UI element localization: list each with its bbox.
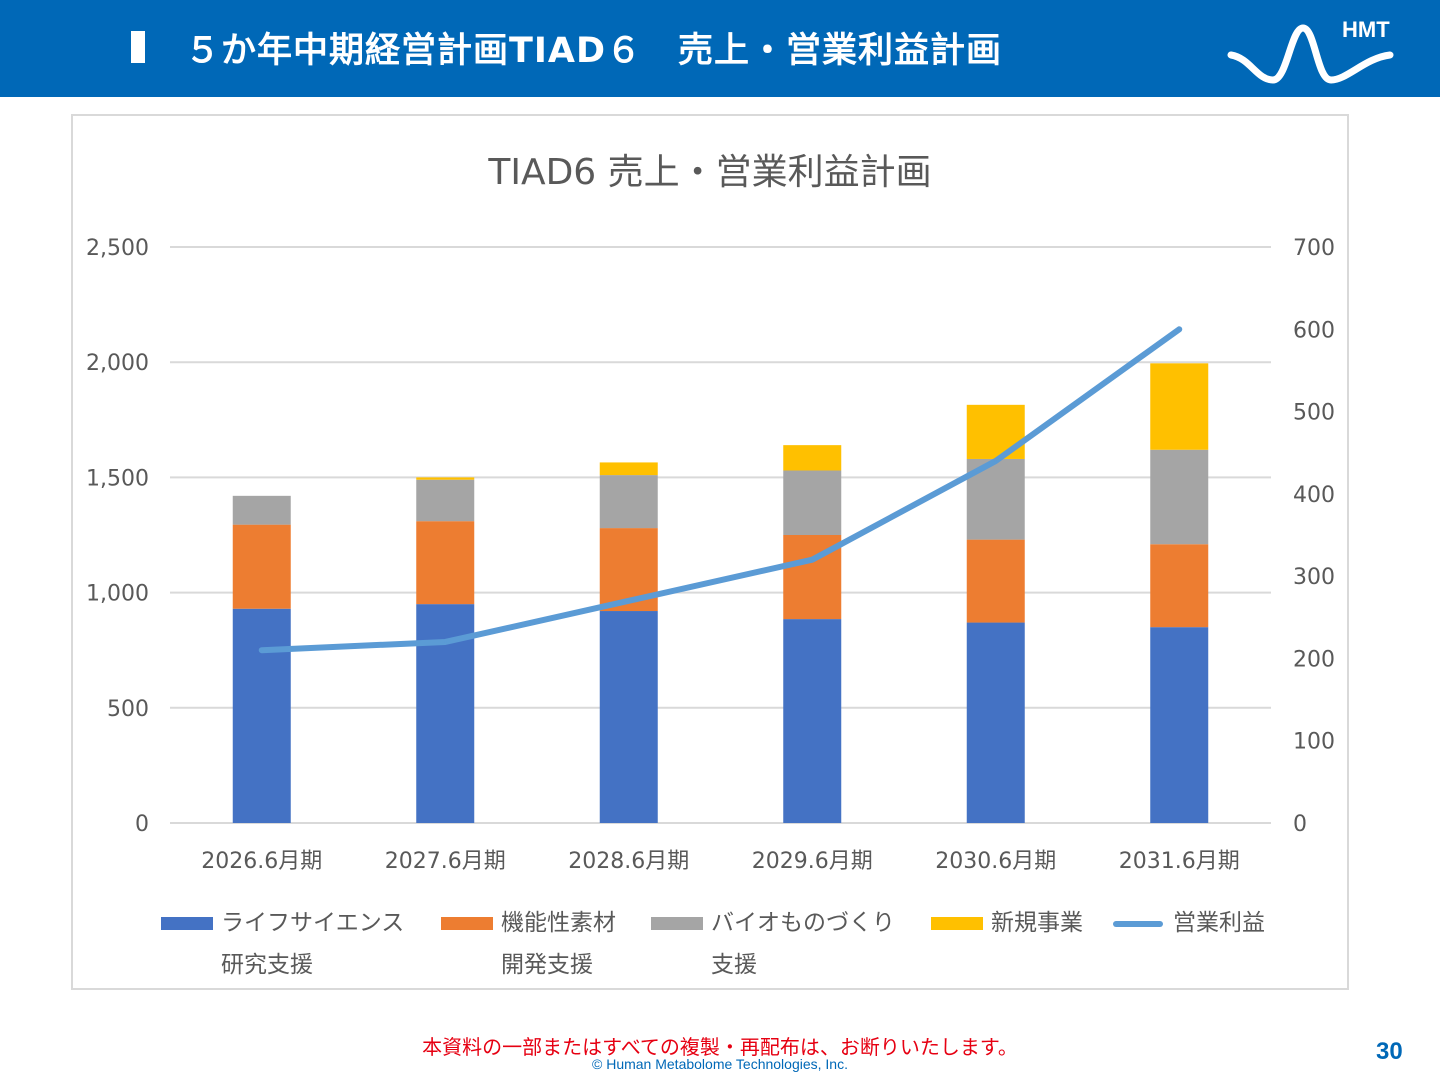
legend-swatch	[931, 917, 983, 930]
left-tick-label: 500	[107, 697, 149, 722]
profit-point	[811, 558, 814, 561]
bar-segment	[416, 477, 475, 480]
bar-segment	[1150, 363, 1209, 450]
x-tick-label: 2028.6月期	[568, 849, 689, 874]
legend-label: 機能性素材 開発支援	[501, 902, 616, 986]
left-tick-label: 0	[135, 812, 149, 837]
right-tick-label: 700	[1293, 236, 1335, 261]
header-accent-bar	[131, 31, 145, 63]
legend-swatch	[1113, 921, 1163, 927]
bar-segment	[232, 608, 291, 823]
bar-segment	[783, 445, 842, 471]
x-tick-label: 2030.6月期	[935, 849, 1056, 874]
x-tick-label: 2031.6月期	[1119, 849, 1240, 874]
right-tick-label: 300	[1293, 565, 1335, 590]
bar-segment	[966, 539, 1025, 623]
gridlines	[170, 246, 1271, 824]
profit-point	[444, 640, 447, 643]
bar-segment	[783, 470, 842, 535]
x-tick-label: 2026.6月期	[201, 849, 322, 874]
bar-segment	[599, 462, 658, 476]
bar-segment	[1150, 449, 1209, 545]
right-tick-label: 200	[1293, 647, 1335, 672]
right-tick-label: 100	[1293, 730, 1335, 755]
x-tick-label: 2027.6月期	[385, 849, 506, 874]
legend-label-line: 研究支援	[221, 952, 313, 978]
legend-label: 営業利益	[1173, 902, 1265, 944]
right-tick-label: 0	[1293, 812, 1307, 837]
profit-point	[260, 649, 263, 652]
line-series	[258, 326, 1183, 654]
right-tick-label: 500	[1293, 401, 1335, 426]
profit-point	[994, 459, 997, 462]
legend-label: バイオものづくり 支援	[711, 902, 895, 986]
legend-label-line: 機能性素材	[501, 910, 616, 936]
legend-label-line: 新規事業	[991, 910, 1083, 936]
x-tick-label: 2029.6月期	[752, 849, 873, 874]
legend-label-line: 営業利益	[1173, 910, 1265, 936]
bar-segment	[966, 404, 1025, 459]
x-axis-labels: 2026.6月期 2027.6月期 2028.6月期 2029.6月期 2030.6月期…	[201, 849, 1239, 874]
legend-label: ライフサイエンス 研究支援	[221, 902, 404, 986]
right-tick-label: 600	[1293, 318, 1335, 343]
bar-segment	[599, 611, 658, 823]
profit-line	[258, 326, 1183, 654]
bar-segment	[966, 622, 1025, 823]
legend-label-line: バイオものづくり	[711, 910, 895, 936]
bar-series	[232, 363, 1209, 823]
left-tick-label: 1,000	[86, 582, 149, 607]
legend-swatch	[161, 917, 213, 930]
slide-title: ５か年中期経営計画TIAD６ 売上・営業利益計画	[185, 31, 1003, 71]
logo-text: HMT	[1342, 17, 1390, 42]
right-axis-ticks: 0 100 200 300 400 500 600 700	[1293, 236, 1335, 837]
legend-swatch	[651, 917, 703, 930]
bar-segment	[416, 521, 475, 605]
bar-segment	[599, 475, 658, 529]
combo-chart: TIAD6 売上・営業利益計画 0 500 1,000 1,500 2,000 2,500…	[86, 152, 1335, 874]
profit-point	[1178, 328, 1181, 331]
legend-label: 新規事業	[991, 902, 1083, 944]
bar-segment	[232, 524, 291, 609]
legend-swatch	[441, 917, 493, 930]
bar-segment	[1150, 627, 1209, 823]
left-tick-label: 2,500	[86, 236, 149, 261]
chart-frame: TIAD6 売上・営業利益計画 0 500 1,000 1,500 2,000 2,500…	[71, 114, 1349, 990]
left-tick-label: 2,000	[86, 351, 149, 376]
bar-segment	[416, 479, 475, 522]
profit-point	[627, 599, 630, 602]
bar-segment	[1150, 544, 1209, 628]
bar-segment	[783, 619, 842, 823]
legend-label-line: 開発支援	[501, 952, 593, 978]
left-axis-ticks: 0 500 1,000 1,500 2,000 2,500	[86, 236, 149, 837]
page-number: 30	[1376, 1038, 1403, 1065]
legend-label-line: ライフサイエンス	[221, 910, 405, 936]
left-tick-label: 1,500	[86, 466, 149, 491]
footer-notice: 本資料の一部またはすべての複製・再配布は、お断りいたします。	[422, 1035, 1018, 1059]
slide-header: ５か年中期経営計画TIAD６ 売上・営業利益計画 HMT	[0, 0, 1440, 97]
bar-segment	[232, 495, 291, 525]
legend-label-line: 支援	[711, 952, 757, 978]
right-tick-label: 400	[1293, 483, 1335, 508]
hmt-logo: HMT	[1227, 17, 1394, 84]
footer-copyright: © Human Metabolome Technologies, Inc.	[592, 1056, 848, 1072]
chart-title: TIAD6 売上・営業利益計画	[487, 152, 931, 193]
